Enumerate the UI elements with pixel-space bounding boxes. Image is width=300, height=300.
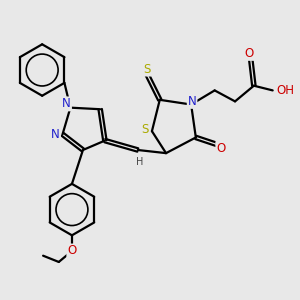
- Text: S: S: [143, 63, 151, 76]
- Text: OH: OH: [276, 84, 294, 97]
- Text: O: O: [216, 142, 226, 155]
- Text: O: O: [67, 244, 76, 257]
- Text: N: N: [51, 128, 60, 141]
- Text: N: N: [188, 95, 197, 108]
- Text: N: N: [62, 98, 71, 110]
- Text: S: S: [141, 123, 149, 136]
- Text: H: H: [136, 157, 143, 167]
- Text: O: O: [244, 47, 254, 60]
